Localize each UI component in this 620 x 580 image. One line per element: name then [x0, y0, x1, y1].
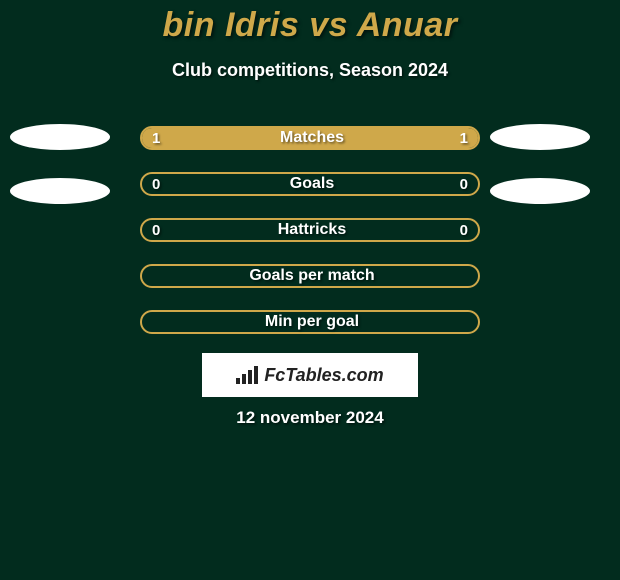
player-left-badge-bottom [10, 178, 110, 204]
comparison-infographic: bin Idris vs Anuar Club competitions, Se… [0, 0, 620, 580]
stat-value-left: 1 [152, 130, 160, 147]
stat-row-goals: 0 Goals 0 [140, 172, 480, 196]
generated-date: 12 november 2024 [0, 408, 620, 428]
stat-value-left: 0 [152, 176, 160, 193]
stat-fill-left [142, 128, 310, 148]
player-right-badge-top [490, 124, 590, 150]
stat-row-goals-per-match: Goals per match [140, 264, 480, 288]
stat-label: Min per goal [142, 313, 482, 331]
stat-row-matches: 1 Matches 1 [140, 126, 480, 150]
stat-value-right: 1 [460, 130, 468, 147]
stat-fill-right [310, 128, 478, 148]
stat-label: Goals per match [142, 267, 482, 285]
stat-label: Hattricks [142, 221, 482, 239]
player-left-badge-top [10, 124, 110, 150]
stat-row-min-per-goal: Min per goal [140, 310, 480, 334]
bars-icon [236, 366, 258, 384]
stat-row-hattricks: 0 Hattricks 0 [140, 218, 480, 242]
stat-value-right: 0 [460, 176, 468, 193]
stat-label: Goals [142, 175, 482, 193]
page-subtitle: Club competitions, Season 2024 [0, 60, 620, 81]
site-logo: FcTables.com [202, 353, 418, 397]
stat-value-left: 0 [152, 222, 160, 239]
page-title: bin Idris vs Anuar [0, 6, 620, 45]
site-logo-text: FcTables.com [264, 365, 383, 386]
player-right-badge-bottom [490, 178, 590, 204]
stat-value-right: 0 [460, 222, 468, 239]
